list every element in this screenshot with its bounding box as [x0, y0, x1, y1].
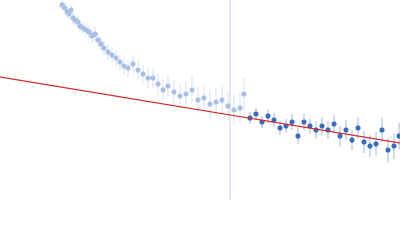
point: [135, 67, 141, 73]
point: [391, 143, 397, 149]
point: [343, 127, 349, 133]
point: [201, 95, 207, 101]
point: [101, 45, 107, 51]
point: [95, 37, 101, 43]
point: [349, 137, 355, 143]
point: [195, 97, 201, 103]
point: [265, 113, 271, 119]
point: [331, 121, 337, 127]
point: [117, 59, 123, 65]
point: [337, 133, 343, 139]
point: [225, 103, 231, 109]
point: [379, 127, 385, 133]
point: [150, 75, 156, 81]
point: [171, 89, 177, 95]
point: [231, 107, 237, 113]
point: [177, 93, 183, 99]
point: [121, 63, 127, 69]
point: [289, 119, 295, 125]
point: [113, 55, 119, 61]
point: [145, 75, 151, 81]
point: [373, 141, 379, 147]
point: [319, 123, 325, 129]
point: [277, 125, 283, 131]
chart: [0, 0, 400, 200]
fit-line: [0, 76, 400, 144]
point: [92, 31, 98, 37]
point: [130, 61, 136, 67]
point: [237, 105, 243, 111]
point: [165, 83, 171, 89]
point: [396, 133, 400, 139]
point: [301, 119, 307, 125]
point: [183, 91, 189, 97]
point: [307, 123, 313, 129]
point: [75, 19, 81, 25]
point: [86, 29, 92, 35]
point: [98, 41, 104, 47]
point: [367, 143, 373, 149]
point: [68, 7, 74, 13]
point: [253, 111, 259, 117]
point: [207, 101, 213, 107]
point: [66, 11, 72, 17]
point: [271, 117, 277, 123]
point: [361, 139, 367, 145]
point: [155, 81, 161, 87]
point: [189, 87, 195, 93]
point: [109, 52, 115, 58]
point: [160, 87, 166, 93]
point: [62, 5, 68, 11]
point: [355, 125, 361, 131]
point: [219, 97, 225, 103]
page: {"chart_data": {"type": "scatter", "xlim…: [0, 0, 400, 200]
point: [241, 91, 247, 97]
point: [140, 71, 146, 77]
point: [105, 49, 111, 55]
point: [385, 147, 391, 153]
point: [295, 133, 301, 139]
point: [213, 99, 219, 105]
point: [125, 65, 131, 71]
